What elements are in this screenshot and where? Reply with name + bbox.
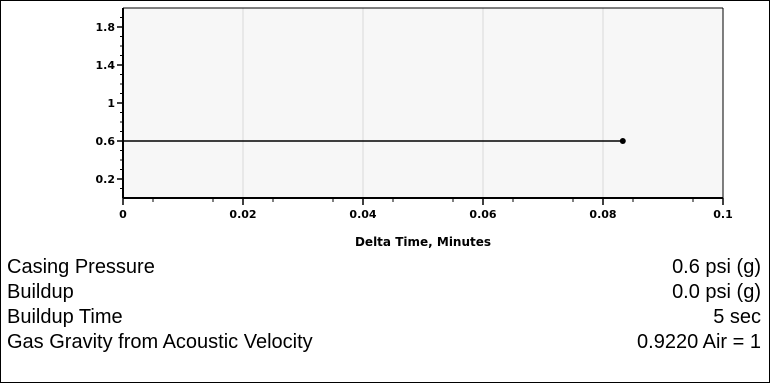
buildup-time-value: 5 sec xyxy=(713,306,761,328)
grid-lines xyxy=(242,8,604,198)
casing-pressure-value: 0.6 psi (g) xyxy=(672,256,761,278)
x-tick-label: 0.08 xyxy=(589,208,616,221)
data-point xyxy=(619,138,626,144)
x-axis-title: Delta Time, Minutes xyxy=(355,235,491,249)
data-marks xyxy=(123,138,626,144)
axes xyxy=(117,7,724,205)
casing-pressure-label: Casing Pressure xyxy=(7,256,155,278)
x-tick-label: 0.06 xyxy=(469,208,496,221)
gas-gravity-value: 0.9220 Air = 1 xyxy=(637,331,761,353)
info-row-buildup: Buildup 0.0 psi (g) xyxy=(7,280,761,305)
plot-area xyxy=(123,8,723,198)
gas-gravity-label: Gas Gravity from Acoustic Velocity xyxy=(7,331,313,353)
info-row-casing-pressure: Casing Pressure 0.6 psi (g) xyxy=(7,255,761,280)
x-tick-label: 0 xyxy=(119,208,127,221)
y-tick-label: 1.8 xyxy=(96,21,116,34)
buildup-value: 0.0 psi (g) xyxy=(672,281,761,303)
info-row-gas-gravity: Gas Gravity from Acoustic Velocity 0.922… xyxy=(7,330,761,355)
info-row-buildup-time: Buildup Time 5 sec xyxy=(7,305,761,330)
y-tick-label: 0.6 xyxy=(96,135,116,148)
x-tick-label: 0.02 xyxy=(229,208,256,221)
info-table: Casing Pressure 0.6 psi (g) Buildup 0.0 … xyxy=(7,255,761,355)
x-tick-label: 0.04 xyxy=(349,208,376,221)
y-tick-label: 0.2 xyxy=(96,173,116,186)
x-tick-label: 0.1 xyxy=(713,208,733,221)
y-tick-label: 1.4 xyxy=(96,59,116,72)
buildup-time-label: Buildup Time xyxy=(7,306,123,328)
y-tick-label: 1 xyxy=(107,97,115,110)
pressure-chart: 0 0.02 0.04 0.06 0.08 0.1 0.2 0.6 1 1.4 1.8 Delta T… xyxy=(96,7,733,249)
axis-labels: 0 0.02 0.04 0.06 0.08 0.1 0.2 0.6 1 1.4 1.8 Delta T… xyxy=(96,21,733,249)
buildup-label: Buildup xyxy=(7,281,74,303)
